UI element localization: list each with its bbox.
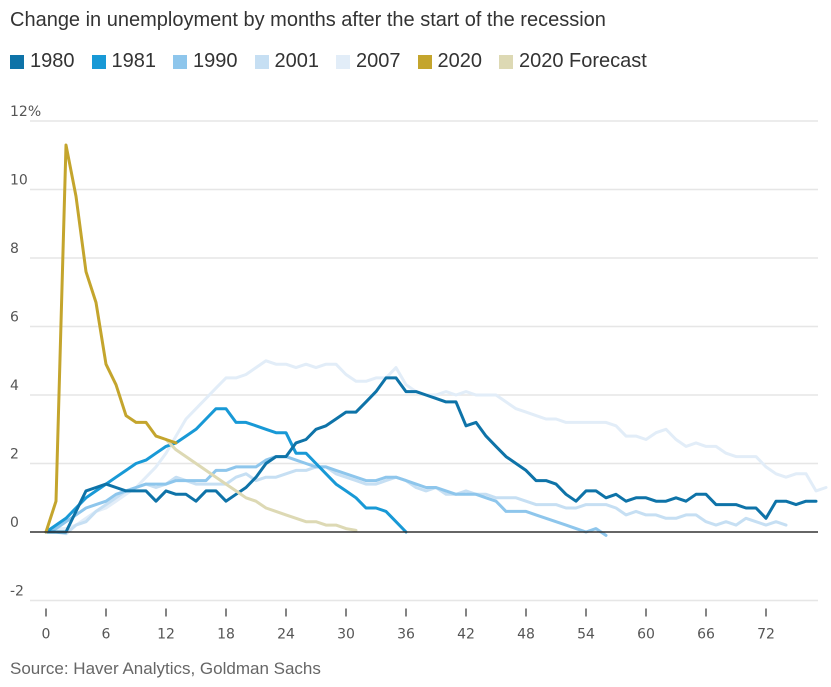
y-tick-label-2: 2 <box>10 447 19 463</box>
legend-item-2020-forecast: 2020 Forecast <box>499 50 647 73</box>
y-tick-label-0: 0 <box>10 515 19 531</box>
y-axis-ticks: -2 0 2 4 6 8 10 12% <box>10 104 41 600</box>
y-tick-label-10: 10 <box>10 173 28 189</box>
x-tick-label-30: 30 <box>337 627 355 643</box>
legend-swatch-1990 <box>173 54 187 69</box>
y-tick-label-4: 4 <box>10 378 19 394</box>
x-tick-label-48: 48 <box>517 627 535 643</box>
legend-item-1990: 1990 <box>173 50 238 73</box>
legend-swatch-1980 <box>10 54 24 69</box>
x-tick-label-42: 42 <box>457 627 475 643</box>
legend-item-2001: 2001 <box>254 50 320 73</box>
legend-item-1980: 1980 <box>10 50 75 73</box>
x-tick-label-18: 18 <box>217 627 235 643</box>
legend-item-2020: 2020 <box>417 50 483 73</box>
x-tick-label-54: 54 <box>577 627 595 643</box>
y-tick-label-6: 6 <box>10 310 19 326</box>
x-tick-label-66: 66 <box>697 627 715 643</box>
chart-title: Change in unemployment by months after t… <box>10 9 606 31</box>
x-tick-label-36: 36 <box>397 627 415 643</box>
chart-legend: 1980 1981 1990 2001 2007 2020 2020 Forec… <box>10 50 664 73</box>
x-tick-label-0: 0 <box>42 627 51 643</box>
series-line-1980 <box>44 376 818 534</box>
legend-swatch-2020 <box>417 54 432 69</box>
gridlines <box>30 120 818 602</box>
series-line-2007 <box>44 359 828 534</box>
legend-swatch-2020-forecast <box>499 54 513 69</box>
legend-item-2007: 2007 <box>336 50 401 73</box>
x-axis-ticks: 0 6 12 18 24 30 36 42 48 54 60 66 72 <box>42 608 775 643</box>
source-note: Source: Haver Analytics, Goldman Sachs <box>10 659 321 678</box>
series-line-2020 <box>44 143 178 534</box>
legend-label-1981: 1981 <box>111 50 157 72</box>
x-tick-label-6: 6 <box>102 627 111 643</box>
y-tick-label-12: 12% <box>10 104 41 120</box>
x-tick-label-12: 12 <box>157 627 175 643</box>
x-tick-label-24: 24 <box>277 627 295 643</box>
series-line-2020-forecast <box>164 438 358 532</box>
series-lines <box>44 143 828 537</box>
legend-label-1990: 1990 <box>193 50 238 72</box>
legend-item-1981: 1981 <box>91 50 157 73</box>
legend-swatch-1981 <box>91 54 106 69</box>
legend-swatch-2001 <box>254 54 269 69</box>
x-tick-label-72: 72 <box>757 627 775 643</box>
y-tick-label-2: -2 <box>10 584 24 600</box>
legend-swatch-2007 <box>336 54 350 69</box>
x-tick-label-60: 60 <box>637 627 655 643</box>
y-tick-label-8: 8 <box>10 241 19 257</box>
legend-label-2020: 2020 <box>437 50 483 72</box>
legend-label-2001: 2001 <box>274 50 320 72</box>
legend-label-2020-forecast: 2020 Forecast <box>519 50 647 72</box>
series-line-1990 <box>44 455 608 537</box>
legend-label-1980: 1980 <box>30 50 75 72</box>
legend-label-2007: 2007 <box>356 50 401 72</box>
